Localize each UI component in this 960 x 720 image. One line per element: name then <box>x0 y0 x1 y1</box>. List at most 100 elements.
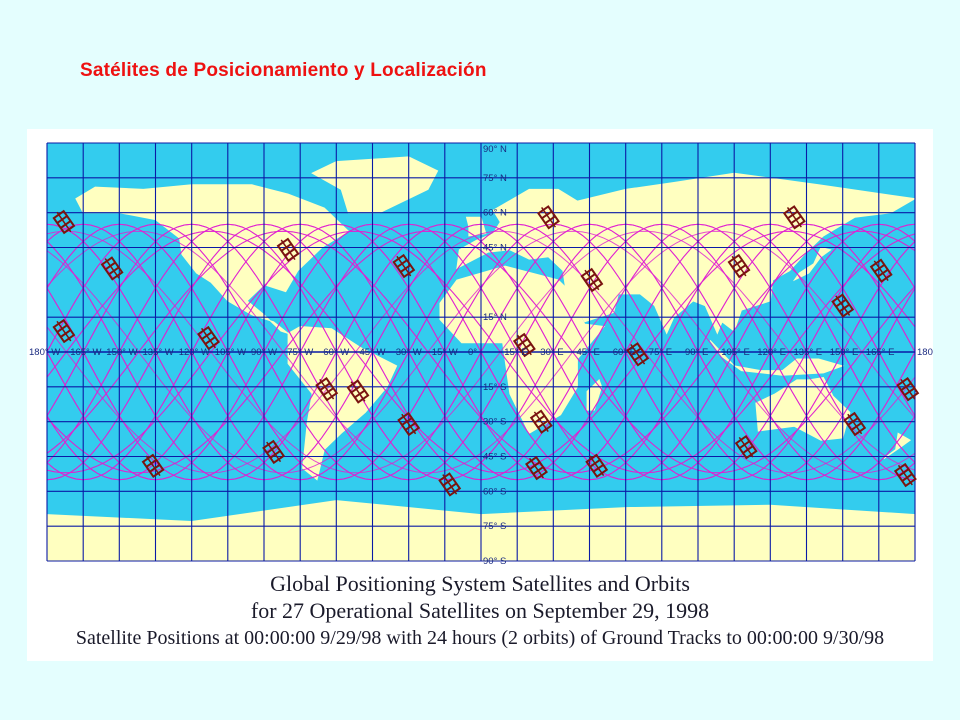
satellite-antenna <box>738 436 754 458</box>
satellite-antenna <box>401 413 417 435</box>
satellite-antenna <box>201 327 216 349</box>
satellite-marker <box>529 409 553 434</box>
satellite-antenna <box>731 255 747 277</box>
satellite-marker <box>896 376 920 402</box>
satellite-marker <box>100 256 124 281</box>
satellite-marker <box>869 258 893 283</box>
gps-orbit-figure: 180° W 165° W 150° W 135° W 120° W 105° W 90° … <box>27 129 933 661</box>
satellite-antenna <box>442 474 458 495</box>
caption-details: Satellite Positions at 00:00:00 9/29/98 … <box>75 627 885 649</box>
land-japan <box>792 246 832 282</box>
longitude-label: 75° W <box>287 347 313 358</box>
longitude-label: 150° E <box>830 347 859 358</box>
longitude-label: 135° E <box>794 347 823 358</box>
satellite-antenna <box>280 239 296 261</box>
longitude-label: 180° W <box>29 347 60 358</box>
satellite-antenna <box>529 457 544 479</box>
longitude-label: 165° W <box>70 347 101 358</box>
satellite-antenna <box>873 260 889 281</box>
slide-title: Satélites de Posicionamiento y Localizac… <box>80 60 487 81</box>
latitude-label: 60° S <box>483 486 506 497</box>
longitude-label: 150° W <box>106 347 137 358</box>
latitude-label: 90° N <box>483 144 507 155</box>
latitude-labels: 90° N 75° N 60° N 45° N 15° N 15° S 30° S 45° S… <box>483 144 507 567</box>
satellite-marker <box>727 253 751 279</box>
latitude-label: 75° S <box>483 521 506 532</box>
graticule-grid <box>46 142 916 562</box>
satellite-antenna <box>396 255 412 277</box>
longitude-label: 30° E <box>540 347 563 358</box>
satellite-antenna <box>584 269 600 291</box>
longitude-label: 60° E <box>613 347 636 358</box>
satellite-antenna <box>104 258 120 279</box>
satellite-antenna <box>145 455 161 477</box>
satellite-marker <box>392 253 416 279</box>
satellite-antenna <box>319 378 335 400</box>
satellite-antenna <box>516 334 532 356</box>
satellite-antenna <box>897 464 913 486</box>
satellite-marker <box>315 376 339 402</box>
longitude-label: 15° W <box>432 347 458 358</box>
caption-subtitle: for 27 Operational Satellites on Septemb… <box>250 598 710 623</box>
longitude-label: 0° <box>468 347 477 358</box>
satellite-marker <box>262 439 286 465</box>
longitude-label: 45° E <box>577 347 600 358</box>
satellite-antenna <box>900 378 916 400</box>
latitude-label: 75° N <box>483 173 507 184</box>
satellite-marker <box>537 205 560 230</box>
longitude-label: 90° W <box>251 347 277 358</box>
longitude-labels: 180° W 165° W 150° W 135° W 120° W 105° W 90° … <box>29 347 933 358</box>
satellite-marker <box>276 237 300 263</box>
latitude-label: 45° N <box>483 243 507 254</box>
satellite-markers <box>52 205 920 497</box>
satellite-marker <box>843 411 867 437</box>
satellite-marker <box>831 293 855 318</box>
land-australia <box>755 376 851 441</box>
longitude-label: 30° W <box>396 347 422 358</box>
satellite-antenna <box>541 207 556 228</box>
world-map: 180° W 165° W 150° W 135° W 120° W 105° W 90° … <box>29 142 933 567</box>
longitude-label: 180° E <box>917 347 933 358</box>
latitude-label: 90° S <box>483 556 506 567</box>
longitude-label: 105° W <box>215 347 246 358</box>
land-indonesia <box>709 340 845 376</box>
longitude-label: 45° W <box>360 347 386 358</box>
satellite-antenna <box>847 413 863 435</box>
longitude-label: 60° W <box>323 347 349 358</box>
latitude-label: 30° S <box>483 417 506 428</box>
longitude-label: 120° W <box>179 347 210 358</box>
latitude-label: 60° N <box>483 208 507 219</box>
satellite-marker <box>626 342 650 367</box>
longitude-label: 120° E <box>757 347 786 358</box>
longitude-label: 165° E <box>866 347 895 358</box>
satellite-marker <box>585 453 609 479</box>
satellite-marker <box>734 434 758 460</box>
longitude-label: 90° E <box>685 347 708 358</box>
longitude-label: 75° E <box>649 347 672 358</box>
satellite-antenna <box>266 441 282 463</box>
latitude-label: 45° S <box>483 452 506 463</box>
land-new-zealand <box>883 432 912 460</box>
satellite-antenna <box>350 381 366 402</box>
caption-title: Global Positioning System Satellites and… <box>270 571 690 596</box>
land-south-america <box>287 325 398 481</box>
satellite-marker <box>346 379 370 404</box>
longitude-label: 105° E <box>721 347 750 358</box>
latitude-label: 15° N <box>483 312 507 323</box>
satellite-antenna <box>56 211 72 233</box>
satellite-antenna <box>835 295 851 316</box>
satellite-antenna <box>630 344 646 365</box>
satellite-marker <box>893 462 917 488</box>
satellite-antenna <box>786 207 802 228</box>
satellite-antenna <box>56 320 72 342</box>
satellite-marker <box>580 267 604 293</box>
latitude-label: 15° S <box>483 382 506 393</box>
satellite-marker <box>141 453 165 479</box>
longitude-label: 15° E <box>504 347 527 358</box>
satellite-marker <box>525 455 548 481</box>
satellite-antenna <box>589 455 605 477</box>
satellite-marker <box>52 209 76 235</box>
satellite-marker <box>782 205 806 230</box>
satellite-marker <box>52 318 76 344</box>
satellite-marker <box>397 411 421 437</box>
